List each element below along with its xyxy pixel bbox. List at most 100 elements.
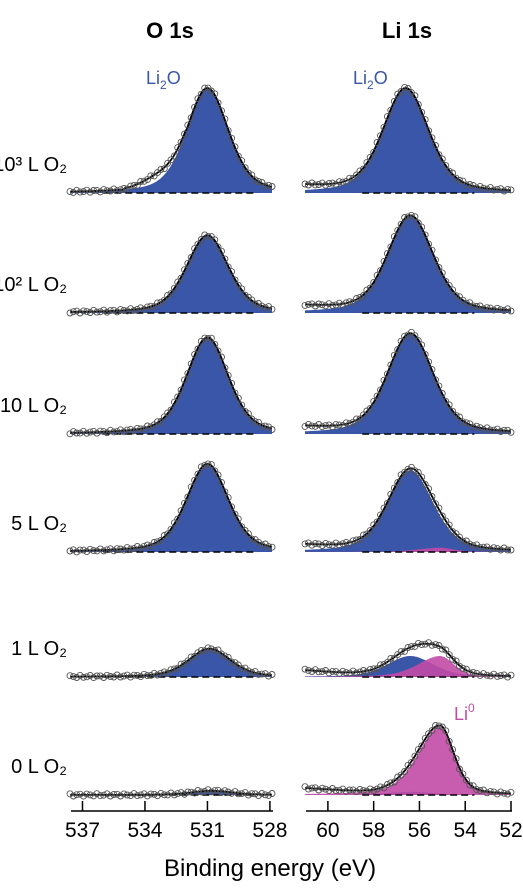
data-point — [315, 668, 323, 676]
data-point — [133, 424, 141, 432]
data-point — [322, 181, 330, 189]
data-point — [120, 185, 128, 192]
data-point — [221, 787, 229, 795]
data-point — [318, 301, 326, 309]
data-point — [387, 361, 395, 369]
data-point — [258, 670, 266, 678]
data-point — [184, 788, 192, 796]
data-point — [339, 667, 347, 675]
data-point — [486, 545, 494, 553]
data-point — [497, 788, 505, 796]
data-point — [76, 671, 84, 679]
data-point — [318, 784, 326, 792]
data-point — [76, 188, 84, 196]
data-point — [383, 658, 391, 666]
data-point — [100, 547, 108, 555]
data-point — [211, 236, 219, 244]
x-tick-label: 60 — [316, 819, 339, 842]
data-point — [342, 669, 350, 677]
data-point — [438, 390, 446, 397]
data-point — [311, 666, 319, 674]
data-point — [197, 788, 205, 796]
data-point — [90, 187, 98, 194]
data-point — [349, 298, 357, 306]
data-point — [113, 790, 121, 798]
data-point — [123, 671, 131, 679]
data-point — [466, 669, 474, 677]
data-point — [174, 393, 182, 401]
data-point — [480, 670, 487, 678]
data-point — [500, 544, 508, 552]
data-point — [356, 668, 364, 676]
data-point — [207, 334, 215, 342]
data-point — [76, 429, 84, 437]
data-point — [335, 178, 343, 186]
data-point — [130, 671, 138, 679]
data-point — [69, 308, 77, 316]
data-point — [80, 307, 87, 315]
data-point — [211, 787, 219, 795]
data-point — [414, 219, 422, 227]
data-point — [449, 407, 457, 415]
data-point — [120, 307, 128, 314]
data-point — [407, 758, 415, 766]
data-point — [258, 790, 266, 797]
data-point — [349, 667, 357, 675]
data-point — [167, 406, 175, 414]
data-point — [377, 267, 384, 275]
data-point — [103, 429, 111, 437]
data-point — [66, 430, 74, 438]
data-point — [265, 543, 273, 551]
data-point — [387, 490, 395, 498]
data-point — [133, 671, 141, 679]
data-point — [106, 545, 114, 553]
data-point — [268, 305, 276, 313]
data-point — [442, 277, 450, 285]
data-point — [204, 644, 212, 652]
data-point — [476, 786, 484, 794]
data-point — [117, 673, 124, 681]
data-point — [335, 421, 343, 429]
data-point — [110, 791, 118, 798]
data-point — [353, 669, 360, 677]
data-point — [234, 281, 242, 289]
data-point — [123, 426, 131, 434]
data-point — [234, 152, 242, 160]
data-point — [80, 673, 87, 681]
data-point — [258, 422, 266, 430]
data-point — [377, 386, 384, 394]
data-point — [187, 360, 195, 368]
o1s-title: O 1s — [146, 18, 194, 43]
data-point — [201, 84, 209, 92]
data-point — [438, 512, 446, 520]
data-point — [204, 460, 212, 468]
li2o-component-fill — [70, 337, 272, 434]
data-point — [255, 670, 262, 678]
data-point — [428, 641, 436, 649]
data-point — [187, 114, 195, 122]
data-point — [480, 425, 487, 433]
data-point — [238, 665, 246, 673]
data-point — [483, 424, 491, 432]
data-point — [390, 654, 398, 662]
data-point — [147, 172, 155, 180]
data-point — [507, 428, 515, 436]
data-point — [469, 782, 477, 790]
data-point — [154, 671, 161, 679]
data-point — [127, 182, 135, 190]
data-point — [143, 672, 151, 680]
data-point — [346, 298, 354, 306]
data-point — [204, 335, 212, 342]
data-point — [318, 668, 326, 676]
data-point — [69, 428, 77, 436]
data-point — [370, 397, 378, 405]
data-point — [214, 243, 222, 251]
data-point — [201, 788, 209, 795]
data-point — [76, 546, 84, 554]
data-point — [486, 426, 494, 434]
li2o-component-fill — [305, 215, 511, 313]
data-point — [469, 302, 477, 310]
data-point — [133, 181, 141, 189]
data-point — [438, 269, 446, 277]
data-point — [304, 300, 312, 308]
